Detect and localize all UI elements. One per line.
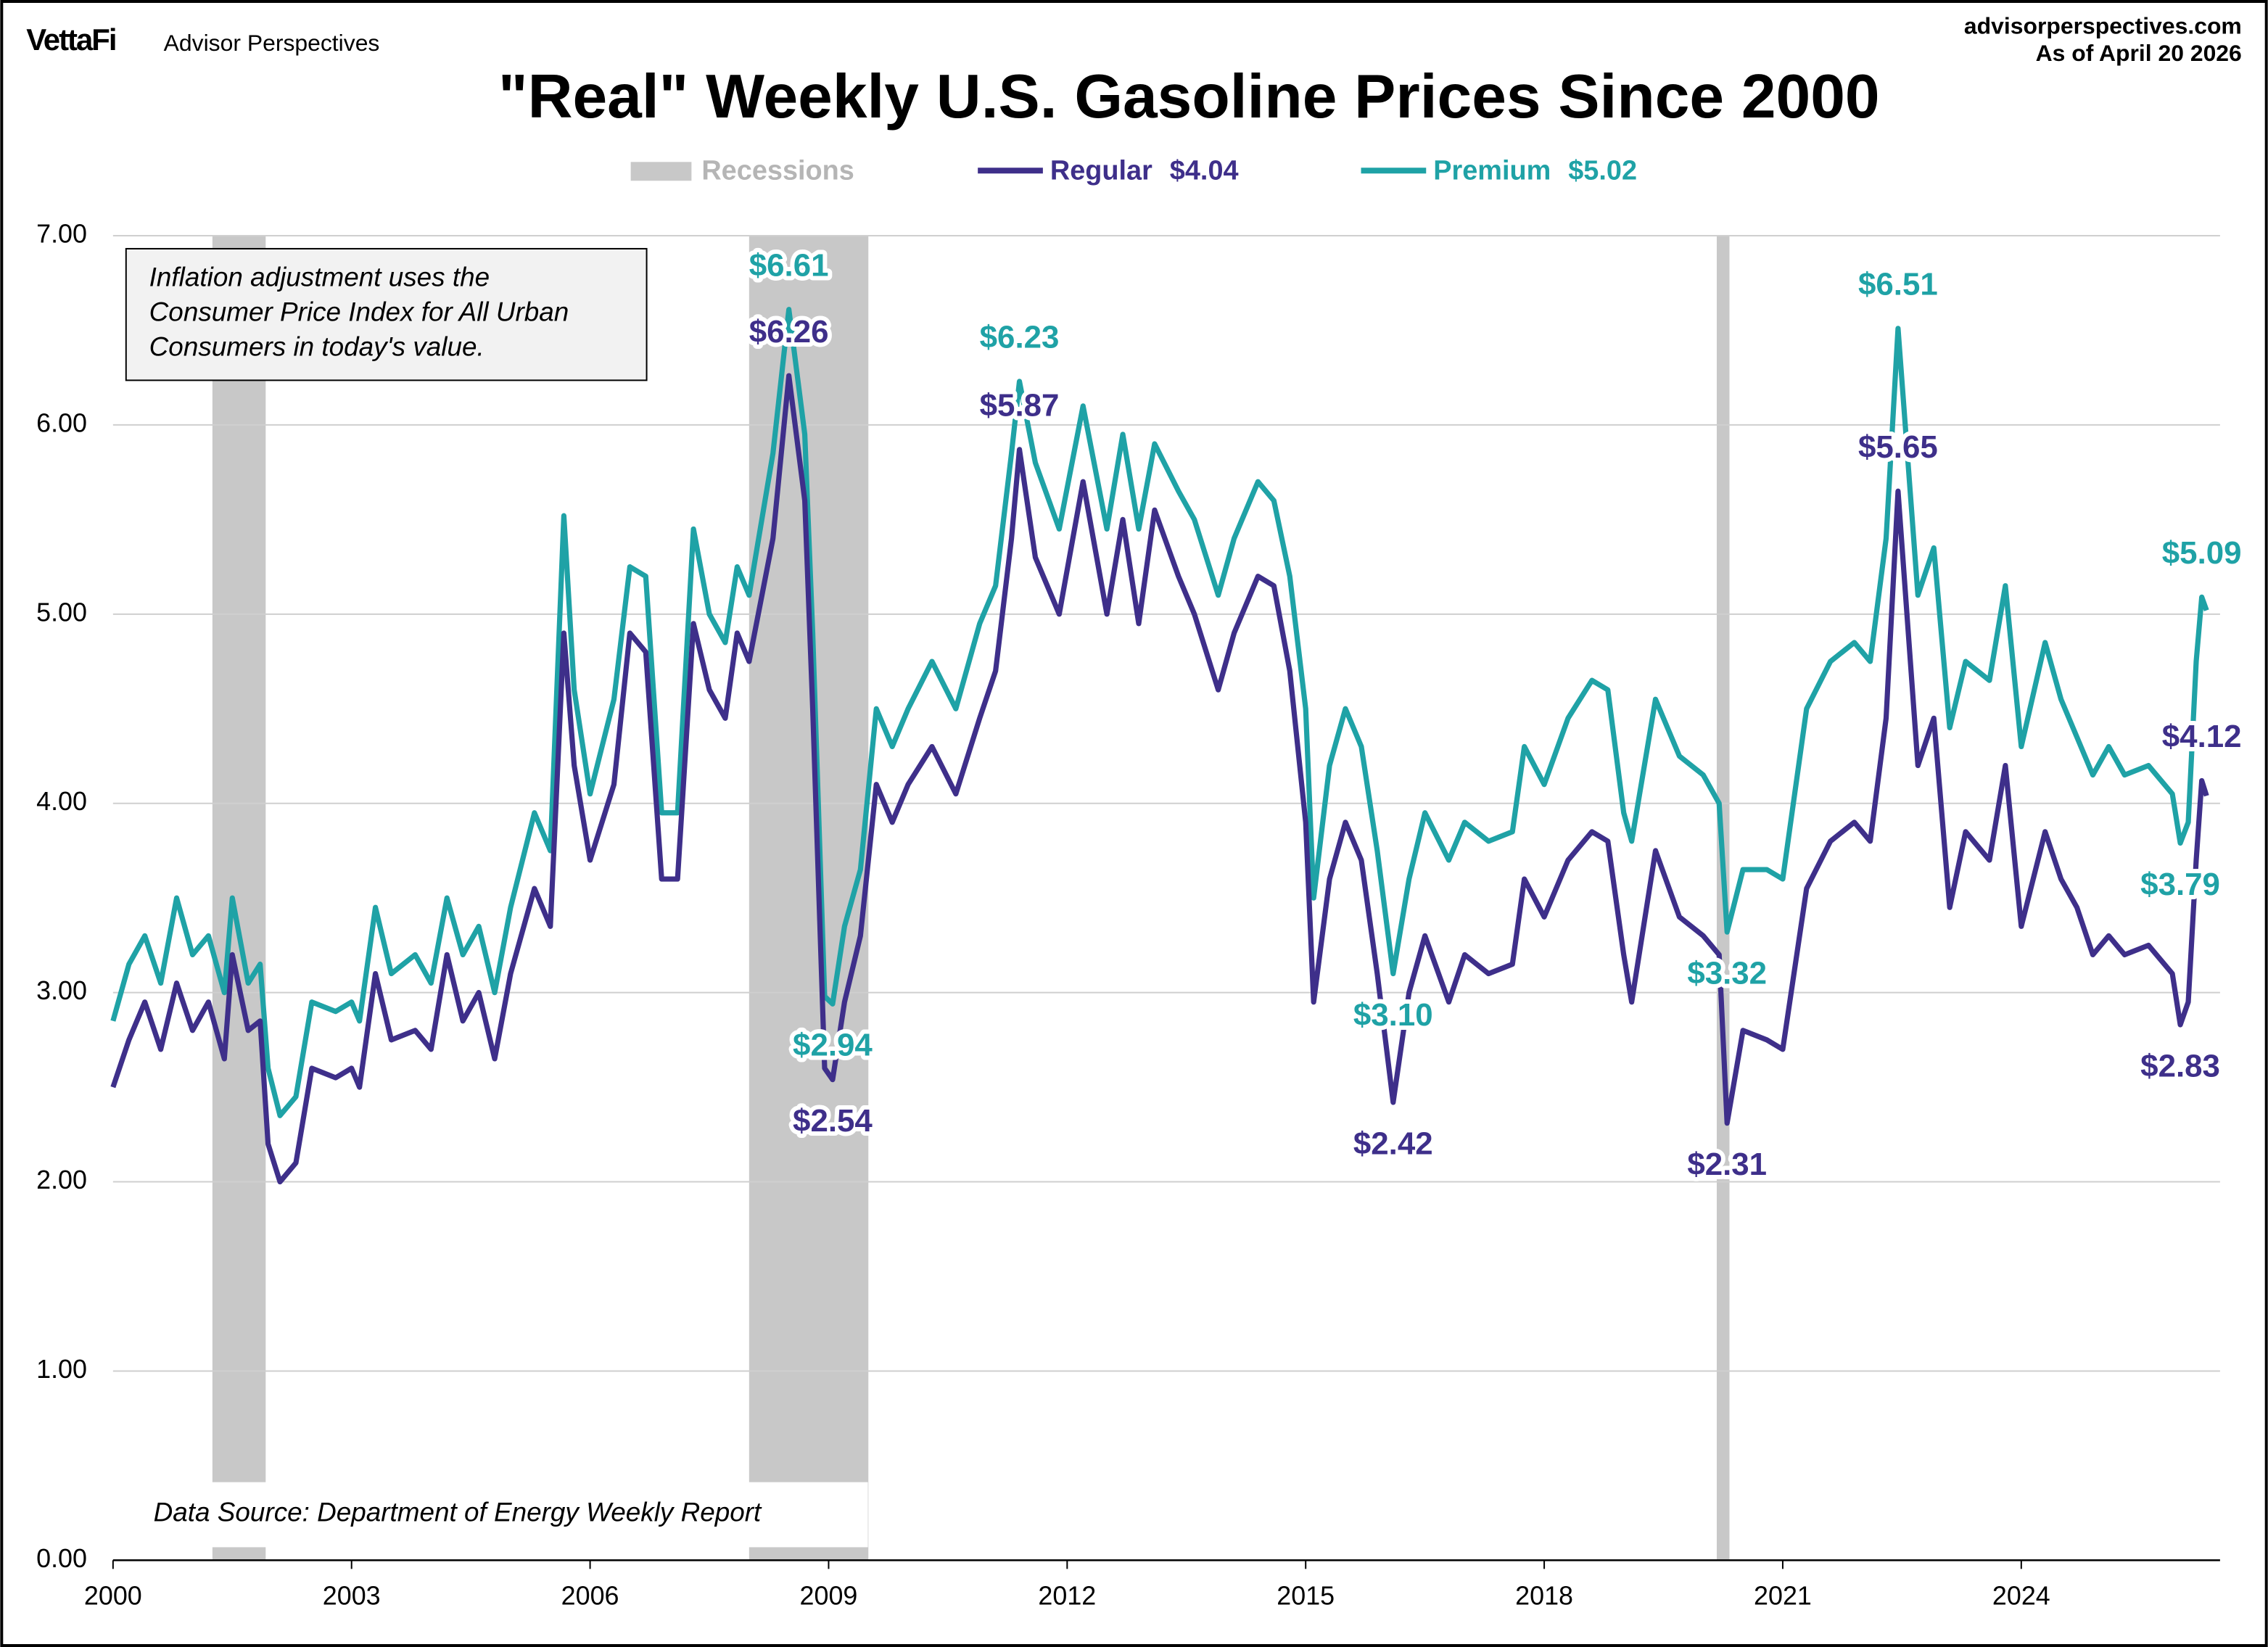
data-label: $2.83: [2140, 1048, 2220, 1083]
legend-label: Premium: [1433, 155, 1551, 186]
legend-recession-swatch: [630, 162, 692, 181]
data-label: $6.26: [749, 314, 829, 350]
recession-band: [749, 235, 869, 1561]
x-tick-label: 2018: [1515, 1582, 1573, 1611]
data-label: $6.61: [749, 248, 829, 284]
x-tick-label: 2021: [1754, 1582, 1812, 1611]
data-label: $5.09: [2162, 535, 2242, 571]
y-tick-label: 3.00: [36, 976, 87, 1005]
data-label: $2.42: [1353, 1126, 1433, 1161]
y-tick-label: 2.00: [36, 1165, 87, 1194]
legend-value: $4.04: [1170, 155, 1239, 186]
data-label: $3.79: [2140, 867, 2220, 902]
chart-title: "Real" Weekly U.S. Gasoline Prices Since…: [498, 62, 1880, 131]
y-tick-label: 1.00: [36, 1355, 87, 1384]
legend-value: $5.02: [1568, 155, 1637, 186]
source-text: Data Source: Department of Energy Weekly…: [154, 1497, 762, 1527]
note-box: [125, 247, 648, 381]
data-label: $2.31: [1687, 1147, 1767, 1182]
data-label: $2.54: [793, 1103, 873, 1139]
note-line: Inflation adjustment uses the: [149, 263, 490, 292]
note-line: Consumer Price Index for All Urban: [149, 297, 569, 326]
data-label: $5.87: [980, 388, 1060, 424]
legend-label: Regular: [1050, 155, 1152, 186]
series-line: [110, 373, 2209, 1185]
recession-band: [212, 235, 266, 1561]
data-label: $3.10: [1353, 997, 1433, 1033]
website: advisorperspectives.com: [1964, 12, 2242, 38]
data-label: $6.51: [1858, 267, 1938, 302]
y-tick-label: 6.00: [36, 408, 87, 437]
x-tick-label: 2024: [1992, 1582, 2050, 1611]
y-tick-label: 0.00: [36, 1544, 87, 1573]
brand: VettaFi: [26, 22, 115, 57]
date-note: As of April 20 2026: [2036, 40, 2242, 66]
x-tick-label: 2012: [1038, 1582, 1096, 1611]
data-label: $5.65: [1858, 429, 1938, 465]
x-tick-label: 2003: [323, 1582, 381, 1611]
y-tick-label: 5.00: [36, 598, 87, 627]
publisher: Advisor Perspectives: [164, 30, 380, 56]
data-label: $2.94: [793, 1028, 873, 1063]
x-tick-label: 2000: [84, 1582, 142, 1611]
source-box: [137, 1482, 868, 1548]
legend-recession-label: Recessions: [701, 155, 854, 186]
x-tick-label: 2006: [561, 1582, 619, 1611]
x-tick-label: 2009: [800, 1582, 858, 1611]
y-tick-label: 4.00: [36, 787, 87, 816]
data-label: $6.23: [980, 320, 1060, 355]
plot-area: [110, 235, 2220, 1569]
x-tick-label: 2015: [1277, 1582, 1335, 1611]
y-tick-label: 7.00: [36, 219, 87, 248]
series-line: [110, 307, 2209, 1118]
data-label: $4.12: [2162, 719, 2242, 754]
data-label: $3.32: [1687, 956, 1767, 991]
note-line: Consumers in today's value.: [149, 331, 484, 361]
